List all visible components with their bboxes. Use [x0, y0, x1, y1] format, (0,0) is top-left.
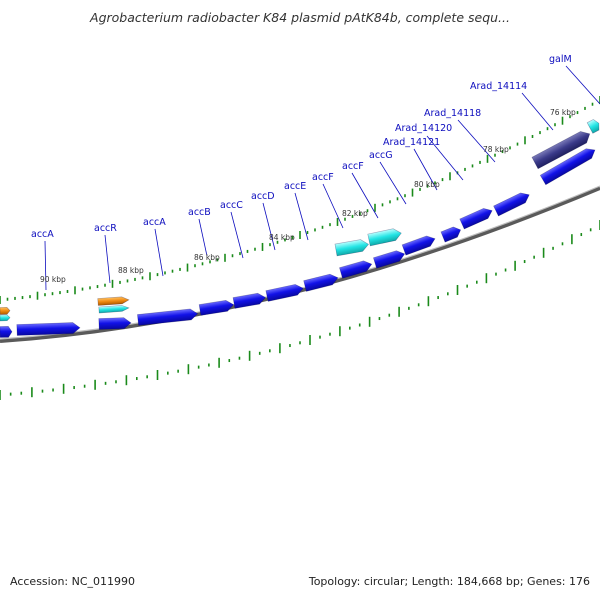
gene-arrow	[265, 284, 304, 302]
gene-label-accB: accB	[188, 207, 211, 218]
gene-arrow	[493, 192, 530, 217]
label-connector	[198, 218, 208, 257]
gene-arrow	[539, 148, 596, 186]
label-connectors	[44, 65, 600, 291]
label-connector	[351, 172, 379, 219]
tick-label-80kbp: 80 kbp	[414, 180, 440, 189]
tick-label-88kbp: 88 kbp	[118, 266, 144, 275]
label-connector	[322, 183, 344, 229]
gene-arrow	[459, 208, 493, 230]
label-connector	[294, 192, 309, 241]
gene-arrow	[232, 292, 266, 309]
gene-label-arad-14120: Arad_14120	[395, 123, 452, 134]
gene-arrow-cyan	[367, 228, 402, 247]
tick-label-76kbp: 76 kbp	[550, 108, 576, 117]
tick-label-90kbp: 90 kbp	[40, 275, 66, 284]
gene-arrow	[16, 322, 81, 336]
label-connector	[565, 65, 600, 105]
gene-arrow-orange	[0, 306, 11, 315]
gene-arrow	[373, 250, 406, 269]
label-connector	[154, 228, 164, 277]
label-connector	[44, 240, 47, 291]
gene-arrow	[98, 317, 132, 330]
gene-label-galM: galM	[549, 54, 572, 65]
gene-label-accF-2: accF	[342, 161, 364, 172]
gene-arrow-cyan	[334, 239, 369, 257]
label-connector	[521, 92, 554, 131]
gene-arrow	[401, 235, 436, 256]
label-connector	[104, 234, 111, 284]
gene-arrow-dark	[531, 131, 591, 170]
tick-label-84kbp: 84 kbp	[269, 233, 295, 242]
map-title: Agrobacterium radiobacter K84 plasmid pA…	[90, 10, 510, 25]
gene-arrow-cyan	[98, 305, 130, 314]
gene-label-accA-1: accA	[31, 229, 54, 240]
gene-label-accR: accR	[94, 223, 117, 234]
gene-arrow	[303, 273, 339, 292]
tick-marks	[0, 96, 600, 304]
gene-label-accA-2: accA	[143, 217, 166, 228]
gene-arrow	[0, 326, 13, 338]
gene-label-arad-14114: Arad_14114	[470, 81, 527, 92]
gene-arrow-cyan	[0, 314, 11, 322]
gene-features	[0, 119, 600, 338]
tick-label-78kbp: 78 kbp	[483, 145, 509, 154]
gene-label-accG: accG	[369, 150, 393, 161]
gene-label-arad-14118: Arad_14118	[424, 108, 481, 119]
label-connector	[413, 148, 438, 191]
tick-label-82kbp: 82 kbp	[342, 209, 368, 218]
gene-label-accF-1: accF	[312, 172, 334, 183]
gene-label-arad-14121: Arad_14121	[383, 137, 440, 148]
label-connector	[457, 119, 496, 163]
accession-text: Accession: NC_011990	[10, 575, 136, 588]
gene-arrow	[137, 308, 199, 326]
gene-arrow	[440, 226, 462, 243]
label-connector	[379, 161, 407, 205]
label-connector	[426, 135, 464, 181]
gc-content-ticks	[0, 220, 600, 400]
gene-arrow-cyan	[586, 119, 600, 134]
gene-label-accE: accE	[284, 181, 306, 192]
genome-stats-text: Topology: circular; Length: 184,668 bp; …	[308, 575, 590, 588]
gene-arrow-orange	[97, 296, 130, 306]
gene-arrow	[339, 260, 373, 279]
label-connector	[230, 211, 244, 259]
tick-label-86kbp: 86 kbp	[194, 253, 220, 262]
gene-label-accD: accD	[251, 191, 275, 202]
gene-label-accC: accC	[220, 200, 243, 211]
label-connector	[262, 202, 276, 251]
gene-arrow	[198, 300, 235, 316]
